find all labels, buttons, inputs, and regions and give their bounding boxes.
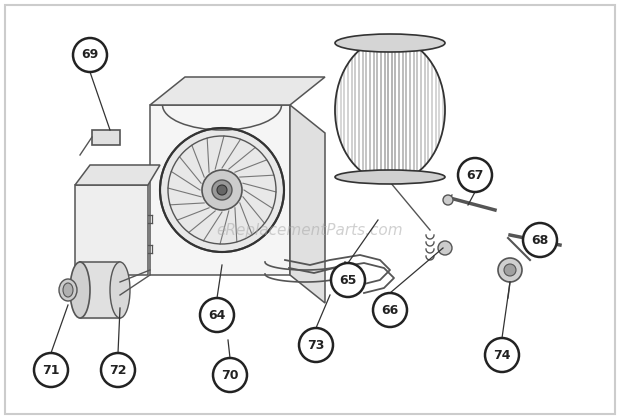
Circle shape (101, 353, 135, 387)
Ellipse shape (110, 262, 130, 318)
Circle shape (485, 338, 519, 372)
Circle shape (213, 358, 247, 392)
Text: 65: 65 (339, 274, 356, 287)
Polygon shape (92, 130, 120, 145)
Polygon shape (75, 185, 148, 275)
Ellipse shape (63, 283, 73, 297)
Text: 66: 66 (381, 303, 399, 316)
Ellipse shape (335, 34, 445, 52)
Text: 70: 70 (221, 368, 239, 382)
Ellipse shape (59, 279, 77, 301)
Circle shape (443, 195, 453, 205)
Circle shape (373, 293, 407, 327)
Polygon shape (290, 105, 325, 303)
Ellipse shape (335, 170, 445, 184)
Text: 71: 71 (42, 364, 60, 377)
Circle shape (202, 170, 242, 210)
Text: 72: 72 (109, 364, 126, 377)
Circle shape (458, 158, 492, 192)
Circle shape (498, 258, 522, 282)
Circle shape (504, 264, 516, 276)
Text: 74: 74 (494, 349, 511, 362)
Circle shape (523, 223, 557, 257)
Text: eReplacementParts.com: eReplacementParts.com (216, 222, 404, 238)
Circle shape (73, 38, 107, 72)
Polygon shape (150, 105, 290, 275)
Polygon shape (150, 77, 325, 105)
Polygon shape (75, 165, 160, 185)
Text: 67: 67 (466, 168, 484, 181)
Polygon shape (80, 262, 120, 318)
Circle shape (212, 180, 232, 200)
Circle shape (217, 185, 227, 195)
Text: 64: 64 (208, 308, 226, 321)
Circle shape (200, 298, 234, 332)
Text: 73: 73 (308, 339, 325, 352)
Text: 69: 69 (81, 49, 99, 62)
Circle shape (331, 263, 365, 297)
Circle shape (438, 241, 452, 255)
Circle shape (160, 128, 284, 252)
Ellipse shape (70, 262, 90, 318)
Circle shape (299, 328, 333, 362)
Circle shape (34, 353, 68, 387)
FancyBboxPatch shape (5, 5, 615, 414)
Text: 68: 68 (531, 233, 549, 246)
